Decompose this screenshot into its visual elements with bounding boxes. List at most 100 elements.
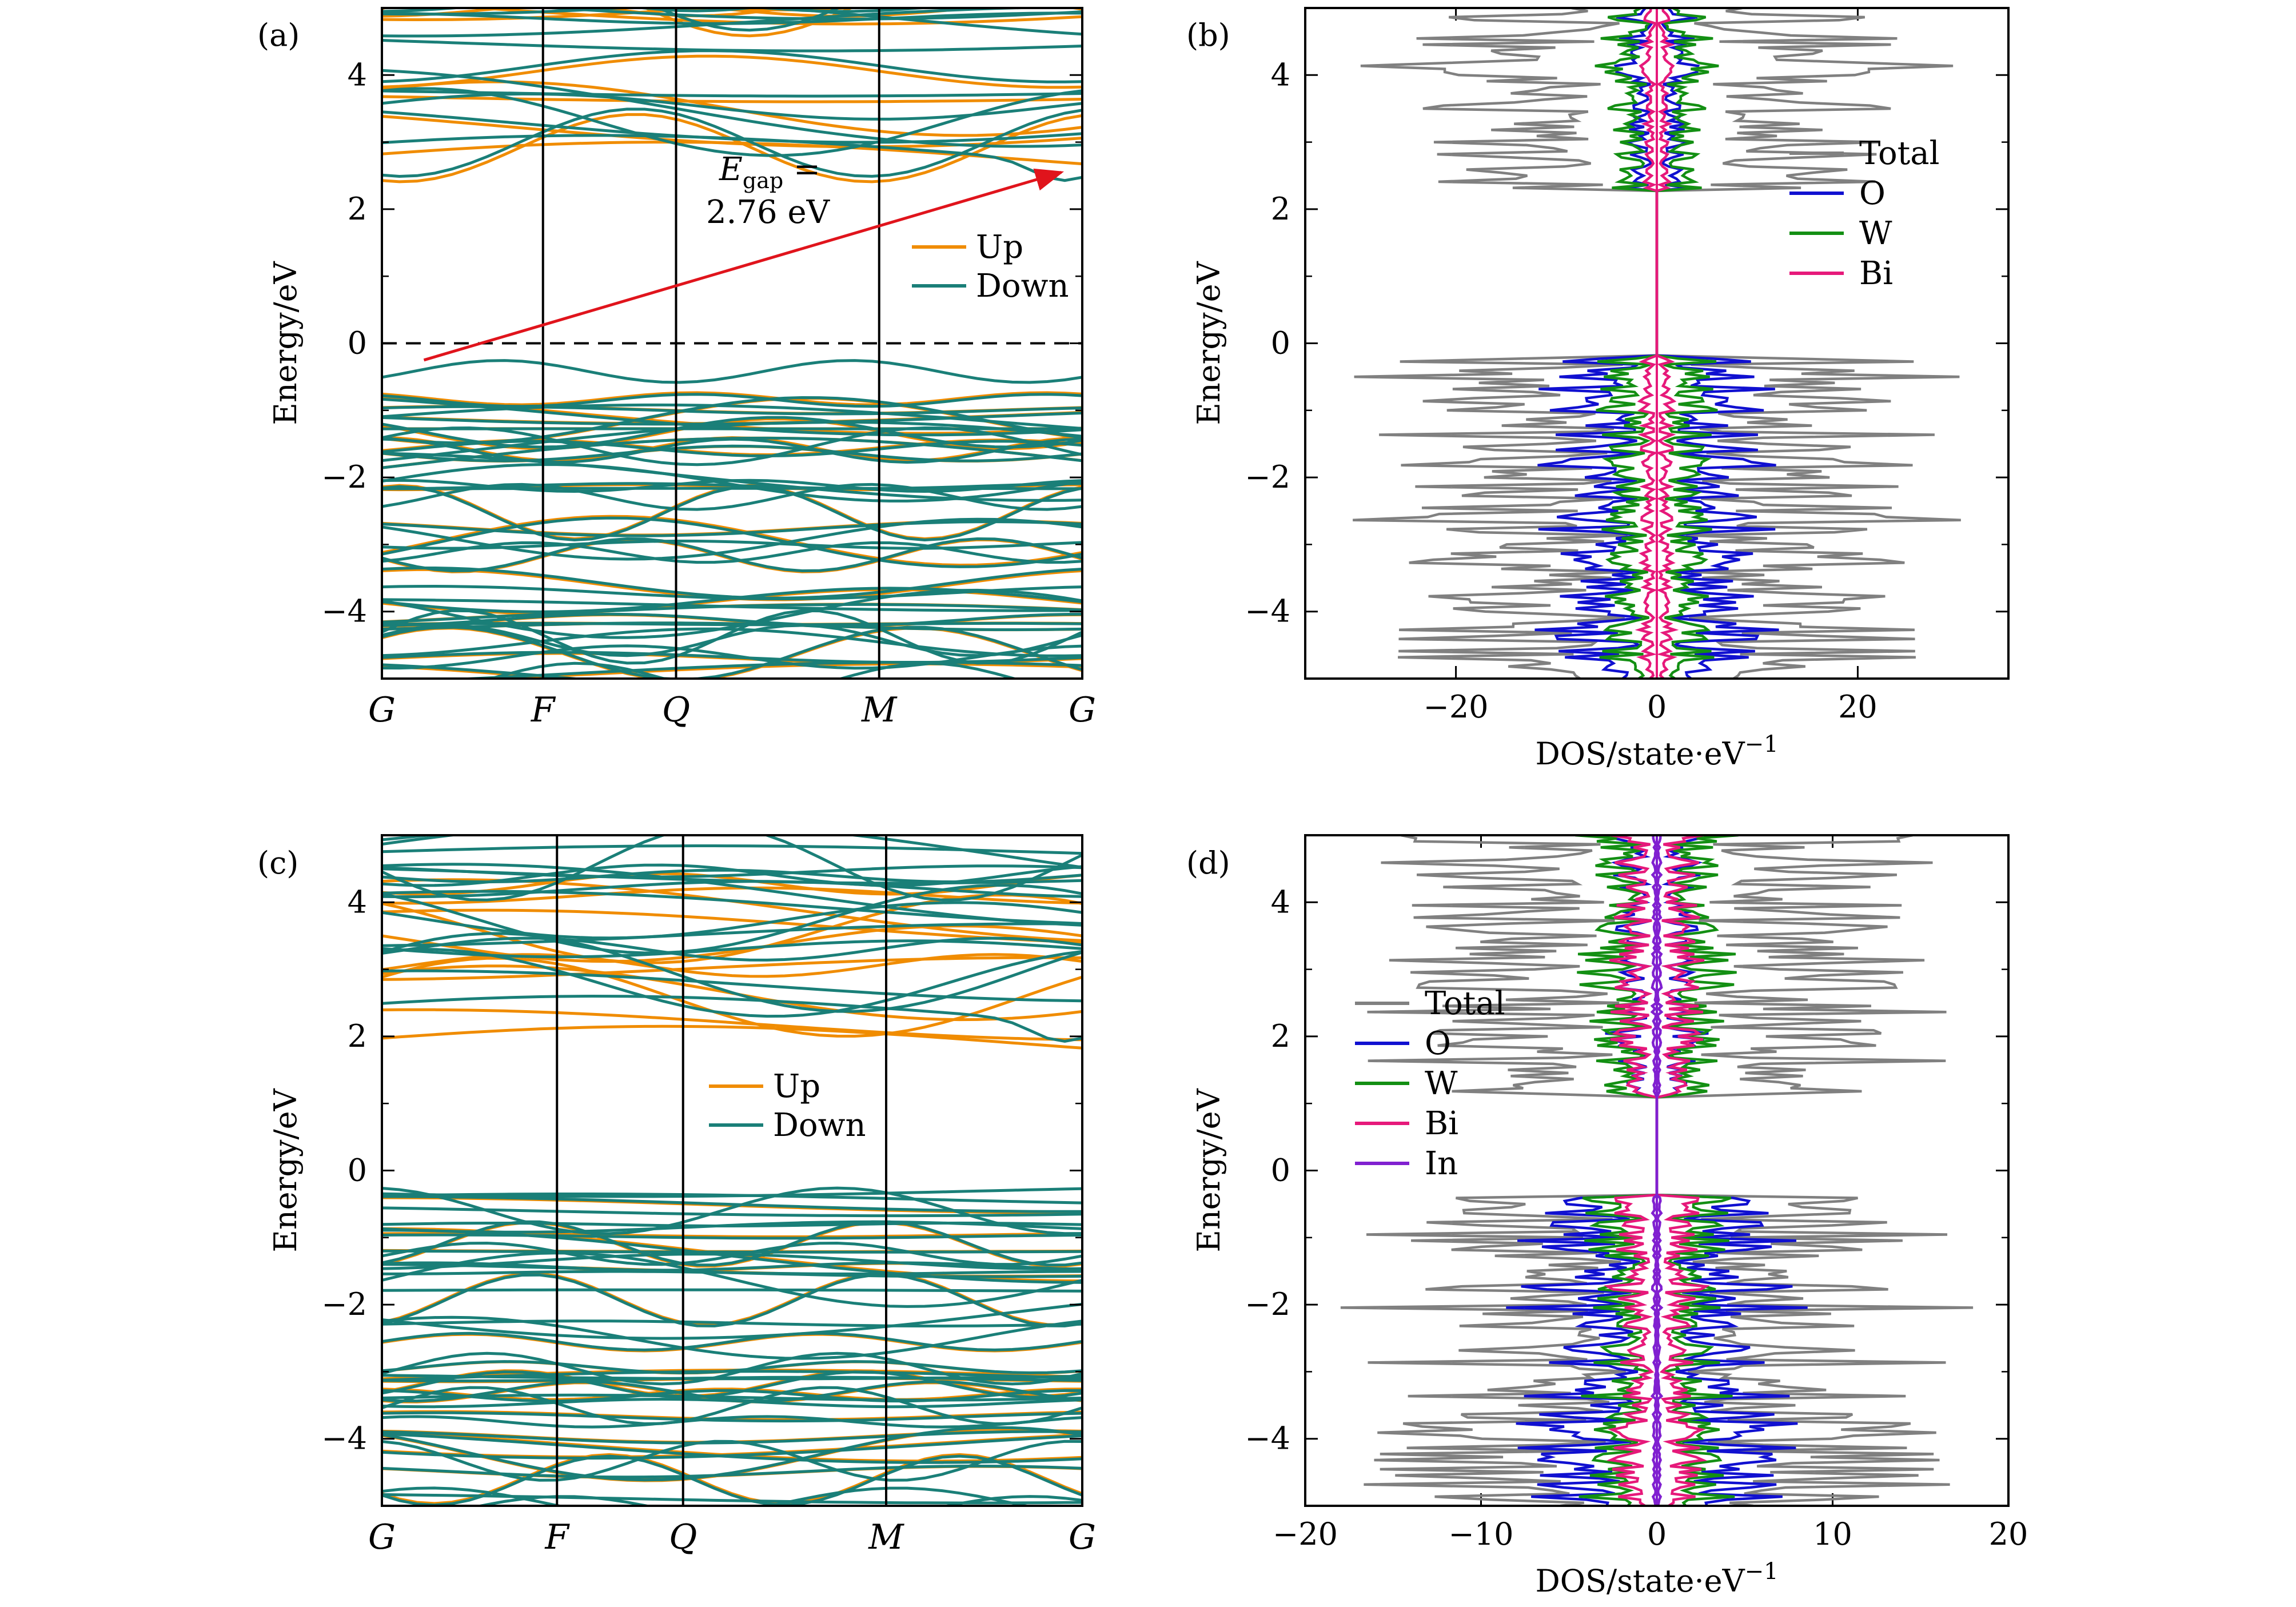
c-band-down <box>382 1486 1033 1506</box>
b-xtick-label: −20 <box>1424 689 1489 725</box>
d-legend-label-total: Total <box>1425 985 1505 1022</box>
c-ytick-label: −2 <box>321 1286 367 1322</box>
c-band-up <box>382 872 1082 896</box>
d-legend-label-in: In <box>1425 1145 1458 1182</box>
a-band-up <box>382 54 1082 89</box>
a-band-up <box>382 0 1082 4</box>
a-band-down <box>382 89 1082 98</box>
c-band-down <box>382 1253 1082 1270</box>
b-ylabel: Energy/eV <box>1191 261 1227 425</box>
c-band-down <box>382 1331 1082 1351</box>
c-band-down <box>382 1288 1082 1293</box>
c-band-down <box>382 1454 1082 1506</box>
c-band-down <box>382 1251 1082 1308</box>
c-band-down <box>382 994 1082 1043</box>
c-band-down <box>382 835 1082 902</box>
c-kpoint-label: M <box>868 1517 904 1557</box>
a-ytick-label: −4 <box>321 593 367 629</box>
c-band-down <box>382 1432 1082 1464</box>
a-band-down <box>382 69 1082 148</box>
panel-d-tag: (d) <box>1186 845 1230 881</box>
a-band-down <box>382 520 1082 537</box>
a-kpoint-label: G <box>368 690 396 730</box>
c-legend-label-up: Up <box>773 1068 820 1105</box>
d-xtick-label: 20 <box>1989 1516 2028 1552</box>
d-ytick-label: 2 <box>1271 1018 1290 1054</box>
b-ytick-label: 2 <box>1271 191 1290 227</box>
c-ytick-label: 4 <box>348 884 367 920</box>
c-band-down <box>382 1380 1082 1403</box>
panel-a-tag: (a) <box>257 17 300 53</box>
c-band-down <box>382 1389 1082 1403</box>
a-band-down <box>382 627 1082 657</box>
c-band-up <box>382 1387 1082 1401</box>
a-gap-label-e: E <box>719 151 743 188</box>
c-bands <box>382 835 1082 1506</box>
a-band-down <box>382 621 1082 627</box>
c-band-down <box>382 863 1082 887</box>
c-band-down <box>382 883 1082 955</box>
a-bands <box>382 0 1082 679</box>
panel-b-dos: (b) −20 0 20DOS/state·eV−1−4−2024Energy/eV… <box>1186 7 2010 772</box>
c-band-down <box>382 1220 1082 1267</box>
c-ytick-label: 0 <box>348 1153 367 1189</box>
a-band-down <box>382 541 1082 564</box>
a-band-up <box>382 391 1082 406</box>
c-legend-label-down: Down <box>773 1107 866 1144</box>
d-legend-label-w: W <box>1425 1065 1458 1102</box>
c-band-down <box>382 1393 1082 1402</box>
a-band-up <box>382 8 725 22</box>
a-kpoint-label: Q <box>662 690 690 730</box>
c-axes-frame <box>381 834 1083 1507</box>
a-band-up <box>382 665 572 679</box>
c-band-down <box>382 1386 1082 1426</box>
c-kpoint-label: Q <box>669 1517 697 1557</box>
c-band-down <box>382 969 1082 1003</box>
c-band-down <box>382 1302 1082 1340</box>
c-band-down <box>382 1430 1082 1445</box>
c-band-down <box>382 1464 1082 1479</box>
c-band-up <box>382 924 1082 963</box>
b-legend-label-w: W <box>1859 215 1892 252</box>
panel-c-tag: (c) <box>257 845 298 881</box>
c-band-down <box>474 1495 1082 1506</box>
a-kpoint-label: F <box>531 690 556 730</box>
a-band-down <box>382 485 1082 542</box>
c-band-down <box>382 1233 1082 1240</box>
d-ytick-label: 0 <box>1271 1153 1290 1189</box>
a-band-down <box>382 584 1082 601</box>
a-band-down <box>382 537 1082 573</box>
panel-d-dos: (d) −20 −10 0 10 20DOS/state·eV−1−4−2024Ener… <box>1186 834 2028 1599</box>
c-band-down <box>382 932 1082 1013</box>
a-band-up <box>382 568 1082 601</box>
c-ytick-label: −4 <box>321 1421 367 1457</box>
a-axes-frame <box>381 7 1083 680</box>
b-legend-label-o: O <box>1859 175 1886 212</box>
a-band-down <box>382 517 1082 561</box>
a-band-up <box>477 662 1082 679</box>
a-gap-value: 2.76 eV <box>706 194 831 231</box>
c-band-up <box>382 1024 1082 1050</box>
a-band-down <box>382 8 643 16</box>
d-ylabel: Energy/eV <box>1191 1088 1227 1252</box>
b-ytick-label: 0 <box>1271 325 1290 361</box>
a-band-up <box>382 95 1082 103</box>
d-axes-frame <box>1304 834 2010 1507</box>
d-dos-lines <box>1340 835 1974 1506</box>
a-band-down <box>382 436 1082 469</box>
c-band-down <box>382 1187 1082 1198</box>
a-band-down <box>382 612 1082 627</box>
b-ytick-label: −2 <box>1245 459 1290 495</box>
c-band-down <box>382 1426 1082 1482</box>
b-xlabel: DOS/state·eV−1 <box>1535 731 1778 772</box>
d-xlabel-text: DOS/state·eV <box>1535 1563 1745 1599</box>
b-ytick-label: 4 <box>1271 57 1290 93</box>
a-kpoint-label: M <box>861 690 898 730</box>
a-band-down <box>382 463 1082 503</box>
a-band-down <box>382 426 1082 466</box>
c-band-down <box>382 880 1082 899</box>
a-ylabel: Energy/eV <box>268 261 304 425</box>
d-legend-label-bi: Bi <box>1425 1105 1458 1142</box>
